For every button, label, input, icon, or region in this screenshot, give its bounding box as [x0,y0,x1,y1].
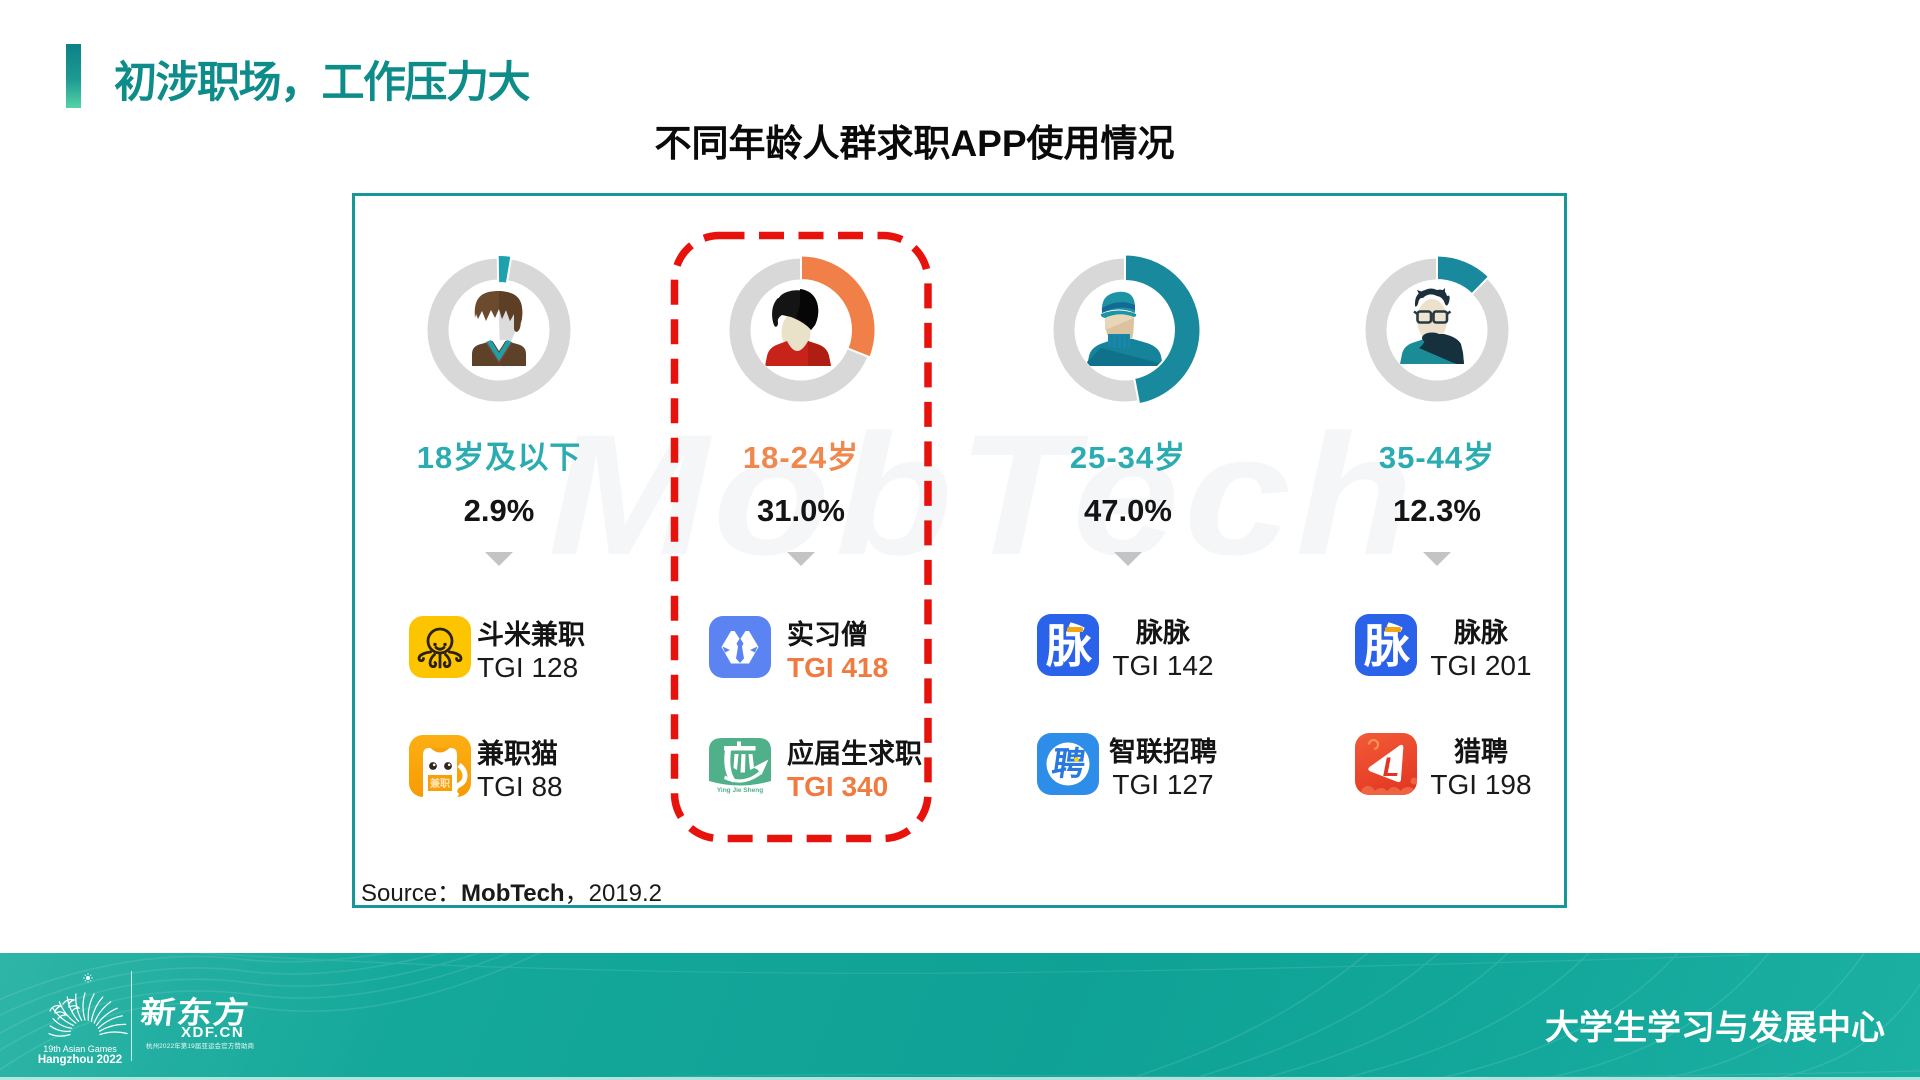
svg-text:聘: 聘 [1049,746,1087,783]
svg-text:L: L [1383,752,1400,782]
svg-text:Ying Jie Sheng: Ying Jie Sheng [717,787,763,794]
svg-text:兼职: 兼职 [430,777,450,790]
